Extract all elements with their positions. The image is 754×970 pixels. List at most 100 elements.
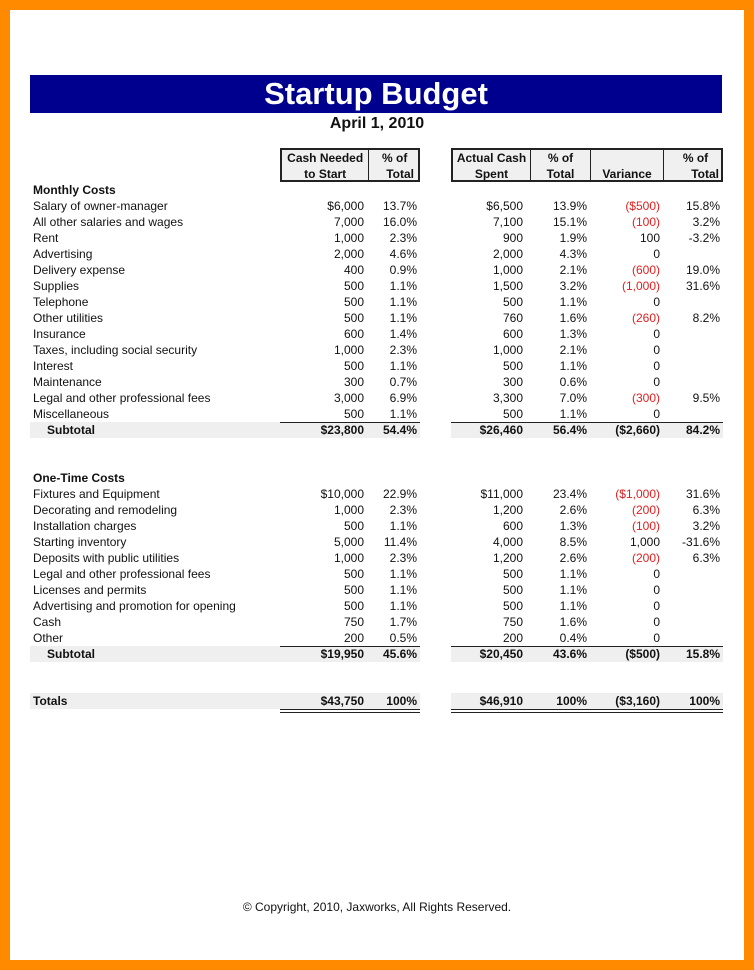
table-row-cell: 1.1%	[389, 583, 417, 597]
table-row-cell: 1.1%	[389, 295, 417, 309]
table-row-cell: 500	[343, 567, 364, 581]
header-line: Cash Needed	[287, 151, 364, 165]
table-row-cell: 4.6%	[389, 247, 417, 261]
title-banner: Startup Budget	[30, 75, 722, 113]
table-row-cell: 300	[502, 375, 523, 389]
table-row-cell: 0.7%	[389, 375, 417, 389]
table-row-cell: 0.6%	[559, 375, 587, 389]
table-row-cell: 1.1%	[389, 519, 417, 533]
table-row-cell: 9.5%	[692, 391, 720, 405]
table-row-cell: 500	[502, 295, 523, 309]
table-row-cell: 1,500	[492, 279, 523, 293]
table-row-cell: 0.5%	[389, 631, 417, 645]
table-row-label: Miscellaneous	[33, 407, 110, 421]
subtotal-row-cell: $19,950	[320, 647, 364, 661]
table-row-cell: $10,000	[320, 487, 364, 501]
table-row-cell: 15.1%	[552, 215, 587, 229]
row-shade	[451, 693, 723, 709]
table-row-cell: 2.6%	[559, 503, 587, 517]
table-row-label: Insurance	[33, 327, 86, 341]
rule	[280, 422, 420, 423]
table-row-cell: 1.9%	[559, 231, 587, 245]
table-row-cell: 1.4%	[389, 327, 417, 341]
table-row-label: Licenses and permits	[33, 583, 147, 597]
table-row-cell: 1.1%	[559, 295, 587, 309]
subtotal-row-cell: 43.6%	[552, 647, 587, 661]
table-row-cell: 6.3%	[692, 551, 720, 565]
table-row-cell: 600	[343, 327, 364, 341]
table-row-cell: 500	[343, 407, 364, 421]
table-row-cell: 600	[502, 327, 523, 341]
table-row-cell: 2.6%	[559, 551, 587, 565]
table-row-cell: 2.1%	[559, 343, 587, 357]
double-rule	[280, 712, 420, 713]
table-row-cell: (200)	[631, 551, 660, 565]
subtotal-row-cell: $26,460	[479, 423, 523, 437]
header-line: % of	[547, 151, 574, 165]
table-row-label: Cash	[33, 615, 62, 629]
table-row-cell: (260)	[631, 311, 660, 325]
table-row-cell: 11.4%	[383, 535, 417, 549]
table-row-cell: 500	[343, 311, 364, 325]
table-row-cell: (1,000)	[621, 279, 660, 293]
table-row-cell: 500	[502, 599, 523, 613]
table-row-label: Starting inventory	[33, 535, 127, 549]
header-line: Total	[691, 167, 719, 181]
totals-row-cell: ($3,160)	[615, 694, 660, 708]
table-row-cell: 7,000	[333, 215, 364, 229]
table-row-cell: 1.1%	[389, 407, 417, 421]
subtotal-row-cell: 54.4%	[382, 423, 417, 437]
table-row-cell: 0	[653, 599, 660, 613]
table-row-label: Legal and other professional fees	[33, 391, 211, 405]
table-row-cell: 600	[502, 519, 523, 533]
subtotal-row-cell: 84.2%	[685, 423, 720, 437]
table-row-cell: 0	[653, 407, 660, 421]
report-date: April 1, 2010	[329, 115, 425, 132]
table-row-cell: 0	[653, 375, 660, 389]
table-row-cell: 1,000	[333, 551, 364, 565]
header-line: to Start	[304, 167, 347, 181]
table-row-cell: $11,000	[480, 487, 524, 501]
section-heading: One-Time Costs	[33, 471, 125, 485]
subtotal-row-cell: $23,800	[320, 423, 364, 437]
table-row-cell: 15.8%	[685, 199, 720, 213]
subtotal-row-cell: ($500)	[625, 647, 660, 661]
table-row-cell: 0.4%	[559, 631, 587, 645]
table-row-label: Advertising and promotion for opening	[33, 599, 236, 613]
table-row-cell: 900	[502, 231, 523, 245]
table-row-cell: ($500)	[625, 199, 660, 213]
table-row-cell: 31.6%	[685, 487, 720, 501]
subtotal-row-cell: 15.8%	[685, 647, 720, 661]
table-row-cell: -3.2%	[688, 231, 720, 245]
header-line: Actual Cash	[456, 151, 527, 165]
subtotal-row-label: Subtotal	[47, 423, 95, 437]
rule	[280, 646, 420, 647]
header-box-planned: Cash Needed to Start % of Total	[280, 148, 420, 182]
section-heading: Monthly Costs	[33, 183, 116, 197]
table-row-label: Salary of owner-manager	[33, 199, 168, 213]
table-row-label: Taxes, including social security	[33, 343, 198, 357]
table-row-cell: (300)	[631, 391, 660, 405]
rule	[451, 646, 723, 647]
subtotal-row-cell: 45.6%	[382, 647, 417, 661]
double-rule	[280, 709, 420, 710]
table-row-label: Installation charges	[33, 519, 137, 533]
table-row-cell: 1.1%	[559, 359, 587, 373]
table-row-cell: 0	[653, 615, 660, 629]
header-line: % of	[382, 151, 408, 165]
table-row-cell: 13.7%	[382, 199, 417, 213]
table-row-label: Rent	[33, 231, 59, 245]
subtotal-row-label: Subtotal	[47, 647, 95, 661]
table-row-cell: 1.1%	[389, 311, 417, 325]
header-pct-total-1: % of Total	[369, 150, 418, 181]
table-row-cell: 1.1%	[389, 279, 417, 293]
table-row-cell: 19.0%	[685, 263, 720, 277]
table-row-cell: 500	[502, 359, 523, 373]
table-row-cell: (600)	[631, 263, 660, 277]
table-row-cell: 8.2%	[692, 311, 720, 325]
table-row-cell: 0	[653, 631, 660, 645]
header-box-actual: Actual Cash Spent % of Total Variance % of…	[451, 148, 723, 182]
table-row-cell: 16.0%	[382, 215, 417, 229]
table-row-cell: 1,000	[492, 343, 523, 357]
table-row-cell: 1,000	[333, 343, 364, 357]
